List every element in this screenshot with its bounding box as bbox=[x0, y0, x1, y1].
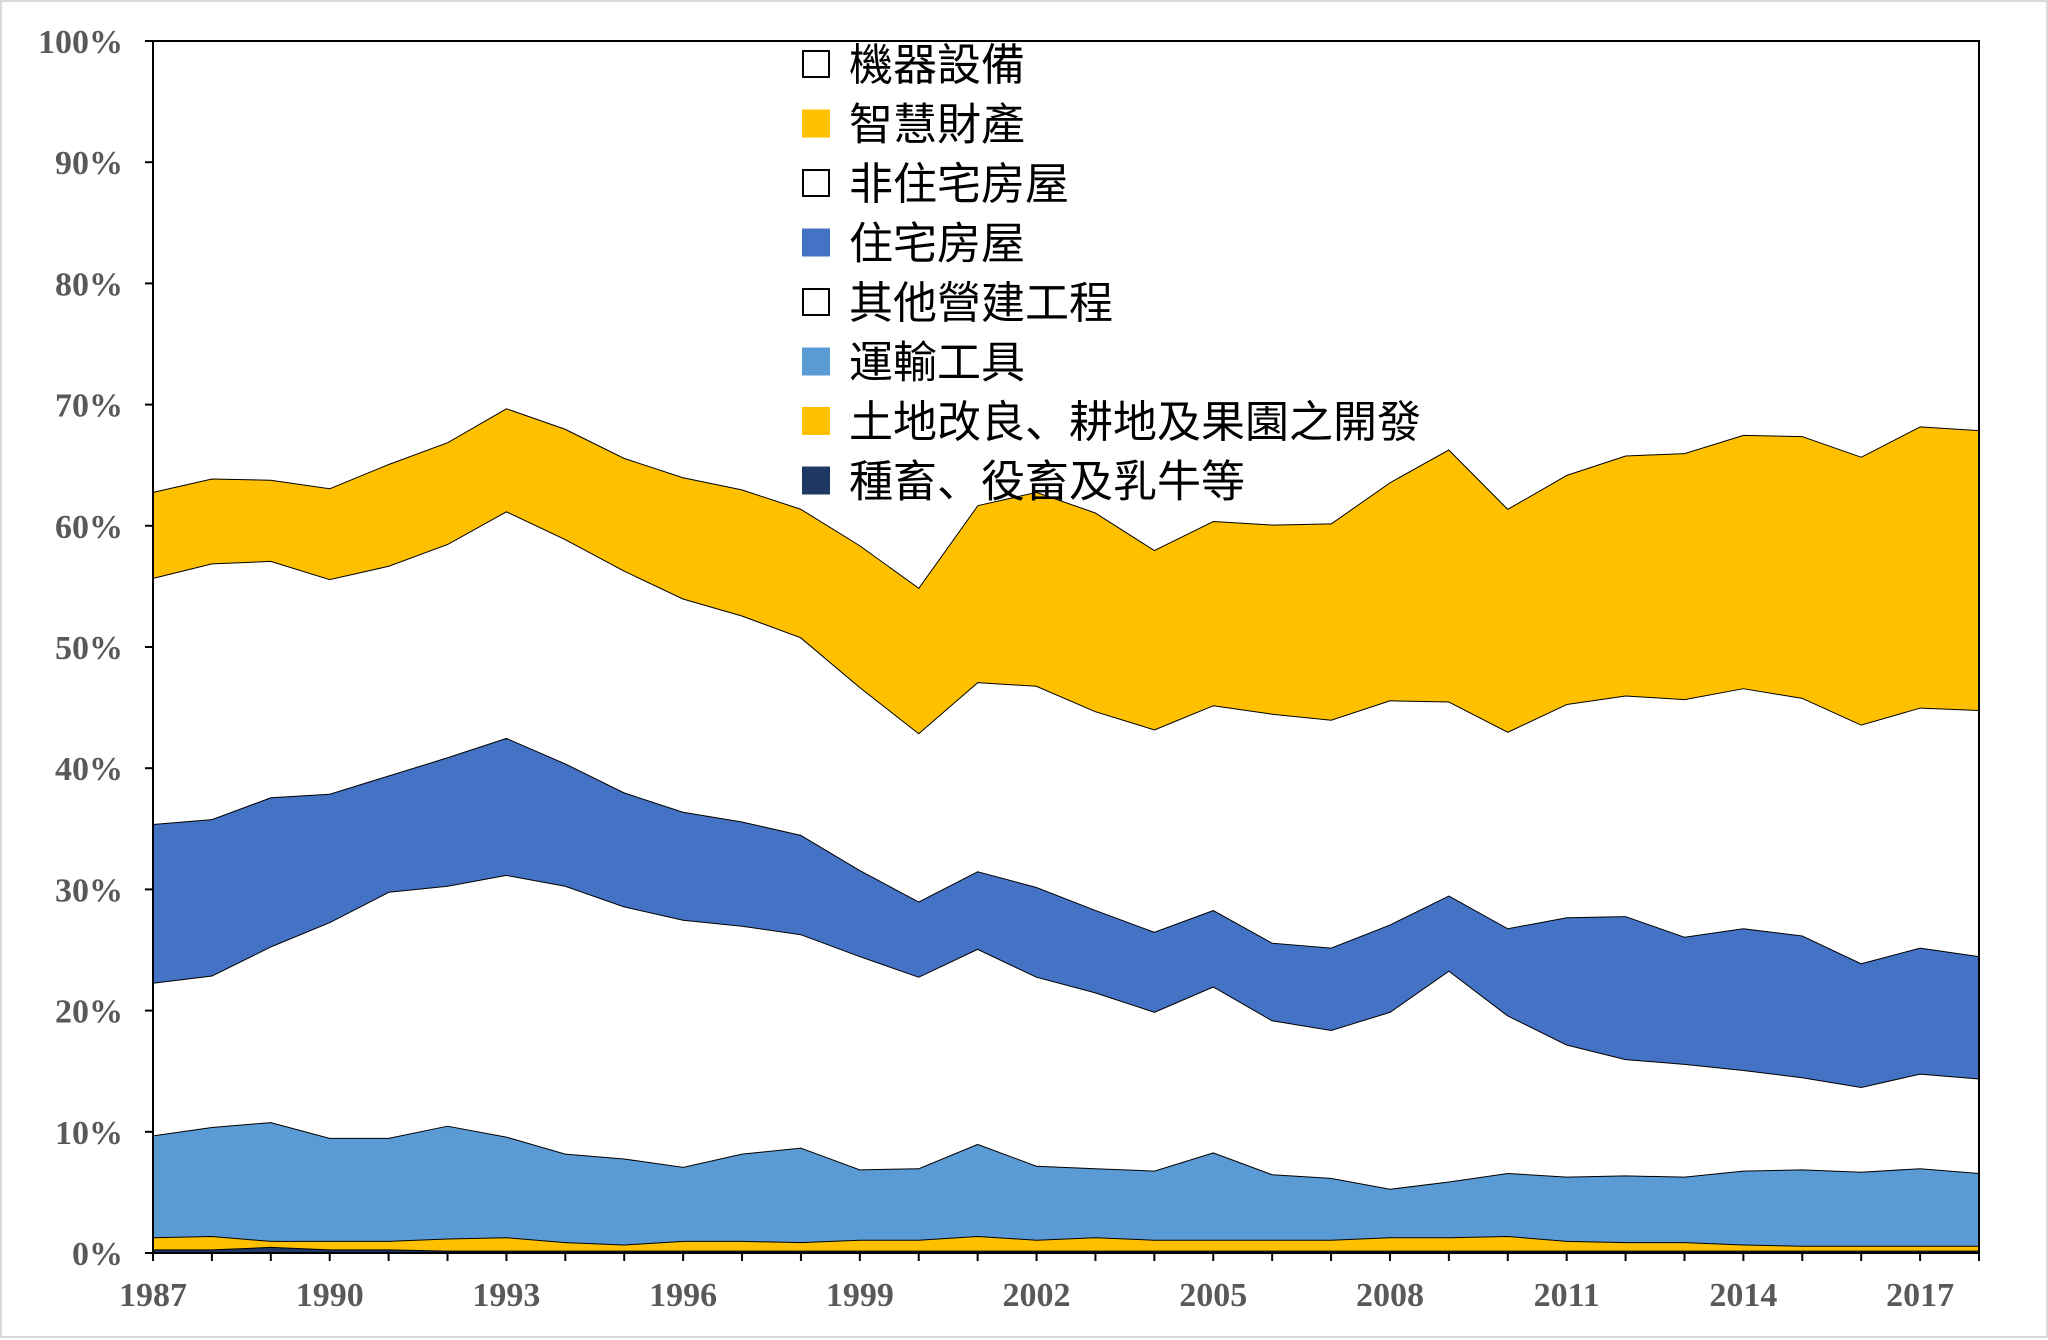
y-tick-label: 80% bbox=[55, 266, 123, 303]
area-series-4 bbox=[153, 737, 1979, 1087]
x-tick-label: 1996 bbox=[649, 1277, 717, 1314]
y-tick-label: 0% bbox=[72, 1236, 123, 1273]
x-tick-label: 2014 bbox=[1709, 1277, 1777, 1314]
legend: 機器設備智慧財產非住宅房屋住宅房屋其他營建工程運輸工具土地改良、耕地及果園之開發… bbox=[802, 40, 1421, 508]
legend-label: 機器設備 bbox=[849, 40, 1025, 91]
legend-label: 種畜、役畜及乳牛等 bbox=[849, 457, 1245, 508]
legend-label: 非住宅房屋 bbox=[849, 159, 1069, 210]
legend-label: 土地改良、耕地及果園之開發 bbox=[849, 397, 1421, 448]
x-tick-label: 1987 bbox=[119, 1277, 187, 1314]
legend-label: 其他營建工程 bbox=[849, 278, 1113, 329]
legend-label: 智慧財產 bbox=[849, 100, 1025, 151]
legend-swatch bbox=[802, 288, 830, 316]
area-series-5 bbox=[153, 511, 1979, 964]
y-axis-ticks: 0% 10% 20% 30% 40% 50% 60% 70% 80% 90% 100% bbox=[38, 24, 153, 1273]
x-tick-label: 2005 bbox=[1179, 1277, 1247, 1314]
plot-areas bbox=[152, 40, 1980, 1253]
legend-swatch bbox=[802, 407, 830, 435]
x-tick-label: 1993 bbox=[472, 1277, 540, 1314]
area-series-1 bbox=[153, 1236, 1979, 1251]
y-tick-label: 70% bbox=[55, 388, 123, 425]
x-tick-label: 1990 bbox=[296, 1277, 364, 1314]
x-tick-label: 2008 bbox=[1356, 1277, 1424, 1314]
area-series-2 bbox=[153, 1122, 1979, 1246]
y-tick-label: 40% bbox=[55, 751, 123, 788]
legend-swatch bbox=[802, 347, 830, 376]
x-tick-label: 2011 bbox=[1534, 1277, 1600, 1314]
legend-swatch bbox=[802, 109, 830, 138]
legend-swatch bbox=[802, 50, 830, 78]
x-tick-label: 1999 bbox=[826, 1277, 894, 1314]
y-tick-label: 20% bbox=[55, 994, 123, 1031]
x-tick-label: 2017 bbox=[1886, 1277, 1954, 1314]
legend-swatch bbox=[802, 169, 830, 197]
legend-swatch bbox=[802, 228, 830, 257]
y-tick-label: 100% bbox=[38, 24, 123, 61]
y-tick-label: 10% bbox=[55, 1115, 123, 1152]
y-tick-label: 50% bbox=[55, 630, 123, 667]
x-tick-label: 2002 bbox=[1003, 1277, 1071, 1314]
legend-label: 運輸工具 bbox=[849, 338, 1025, 389]
legend-label: 住宅房屋 bbox=[849, 219, 1025, 270]
area-series-7 bbox=[153, 41, 1979, 588]
y-tick-label: 90% bbox=[55, 145, 123, 182]
area-series-3 bbox=[153, 874, 1979, 1189]
area-series-6 bbox=[153, 408, 1979, 734]
y-tick-label: 30% bbox=[55, 872, 123, 909]
y-tick-label: 60% bbox=[55, 509, 123, 546]
legend-swatch bbox=[802, 466, 830, 495]
x-axis-ticks: 1987 1990 1993 1996 1999 2002 2005 2008 2011 2014… bbox=[119, 1253, 1980, 1314]
